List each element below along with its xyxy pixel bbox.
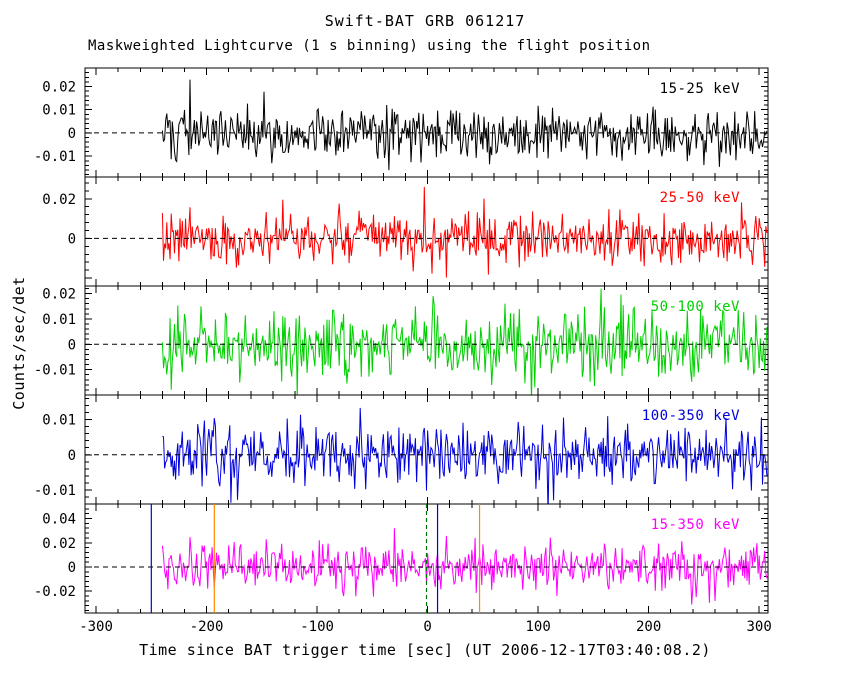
noise-trace-50-100-kev: [161, 288, 768, 395]
band-label-50-100-kev: 50-100 keV: [650, 299, 740, 315]
x-tick-label: -200: [190, 619, 224, 635]
y-tick-label: 0: [68, 448, 76, 464]
y-tick-label: 0.02: [42, 536, 76, 552]
band-label-15-350-kev: 15-350 keV: [650, 517, 740, 533]
y-tick-label: 0: [68, 560, 76, 576]
y-tick-label: 0.02: [42, 287, 76, 303]
x-tick-label: -100: [300, 619, 334, 635]
y-tick-label: 0: [68, 231, 76, 247]
noise-trace-15-25-kev: [161, 79, 768, 171]
noise-trace-25-50-kev: [161, 186, 768, 278]
band-label-15-25-kev: 15-25 keV: [659, 81, 740, 97]
figure-subtitle: Maskweighted Lightcurve (1 s binning) us…: [88, 38, 651, 54]
x-tick-label: 100: [525, 619, 550, 635]
y-tick-label: -0.01: [34, 483, 76, 499]
band-label-100-350-kev: 100-350 keV: [641, 408, 740, 424]
noise-trace-100-350-kev: [162, 407, 768, 504]
x-tick-label: 300: [747, 619, 772, 635]
x-tick-label: 200: [636, 619, 661, 635]
y-tick-label: 0.01: [42, 312, 76, 328]
x-tick-label: -300: [79, 619, 113, 635]
y-tick-label: 0.02: [42, 192, 76, 208]
y-axis-label: Counts/sec/det: [10, 276, 28, 410]
y-tick-label: -0.01: [34, 149, 76, 165]
y-tick-label: 0.01: [42, 103, 76, 119]
y-tick-label: 0.01: [42, 413, 76, 429]
x-axis-label: Time since BAT trigger time [sec] (UT 20…: [139, 641, 711, 659]
y-tick-label: -0.01: [34, 363, 76, 379]
y-tick-label: 0.04: [42, 512, 76, 528]
figure-title: Swift-BAT GRB 061217: [324, 12, 526, 30]
noise-trace-15-350-kev: [161, 528, 768, 605]
y-tick-label: 0.02: [42, 80, 76, 96]
band-label-25-50-kev: 25-50 keV: [659, 190, 740, 206]
y-tick-label: 0: [68, 337, 76, 353]
y-tick-label: -0.02: [34, 584, 76, 600]
y-tick-label: 0: [68, 126, 76, 142]
x-tick-label: 0: [423, 619, 431, 635]
